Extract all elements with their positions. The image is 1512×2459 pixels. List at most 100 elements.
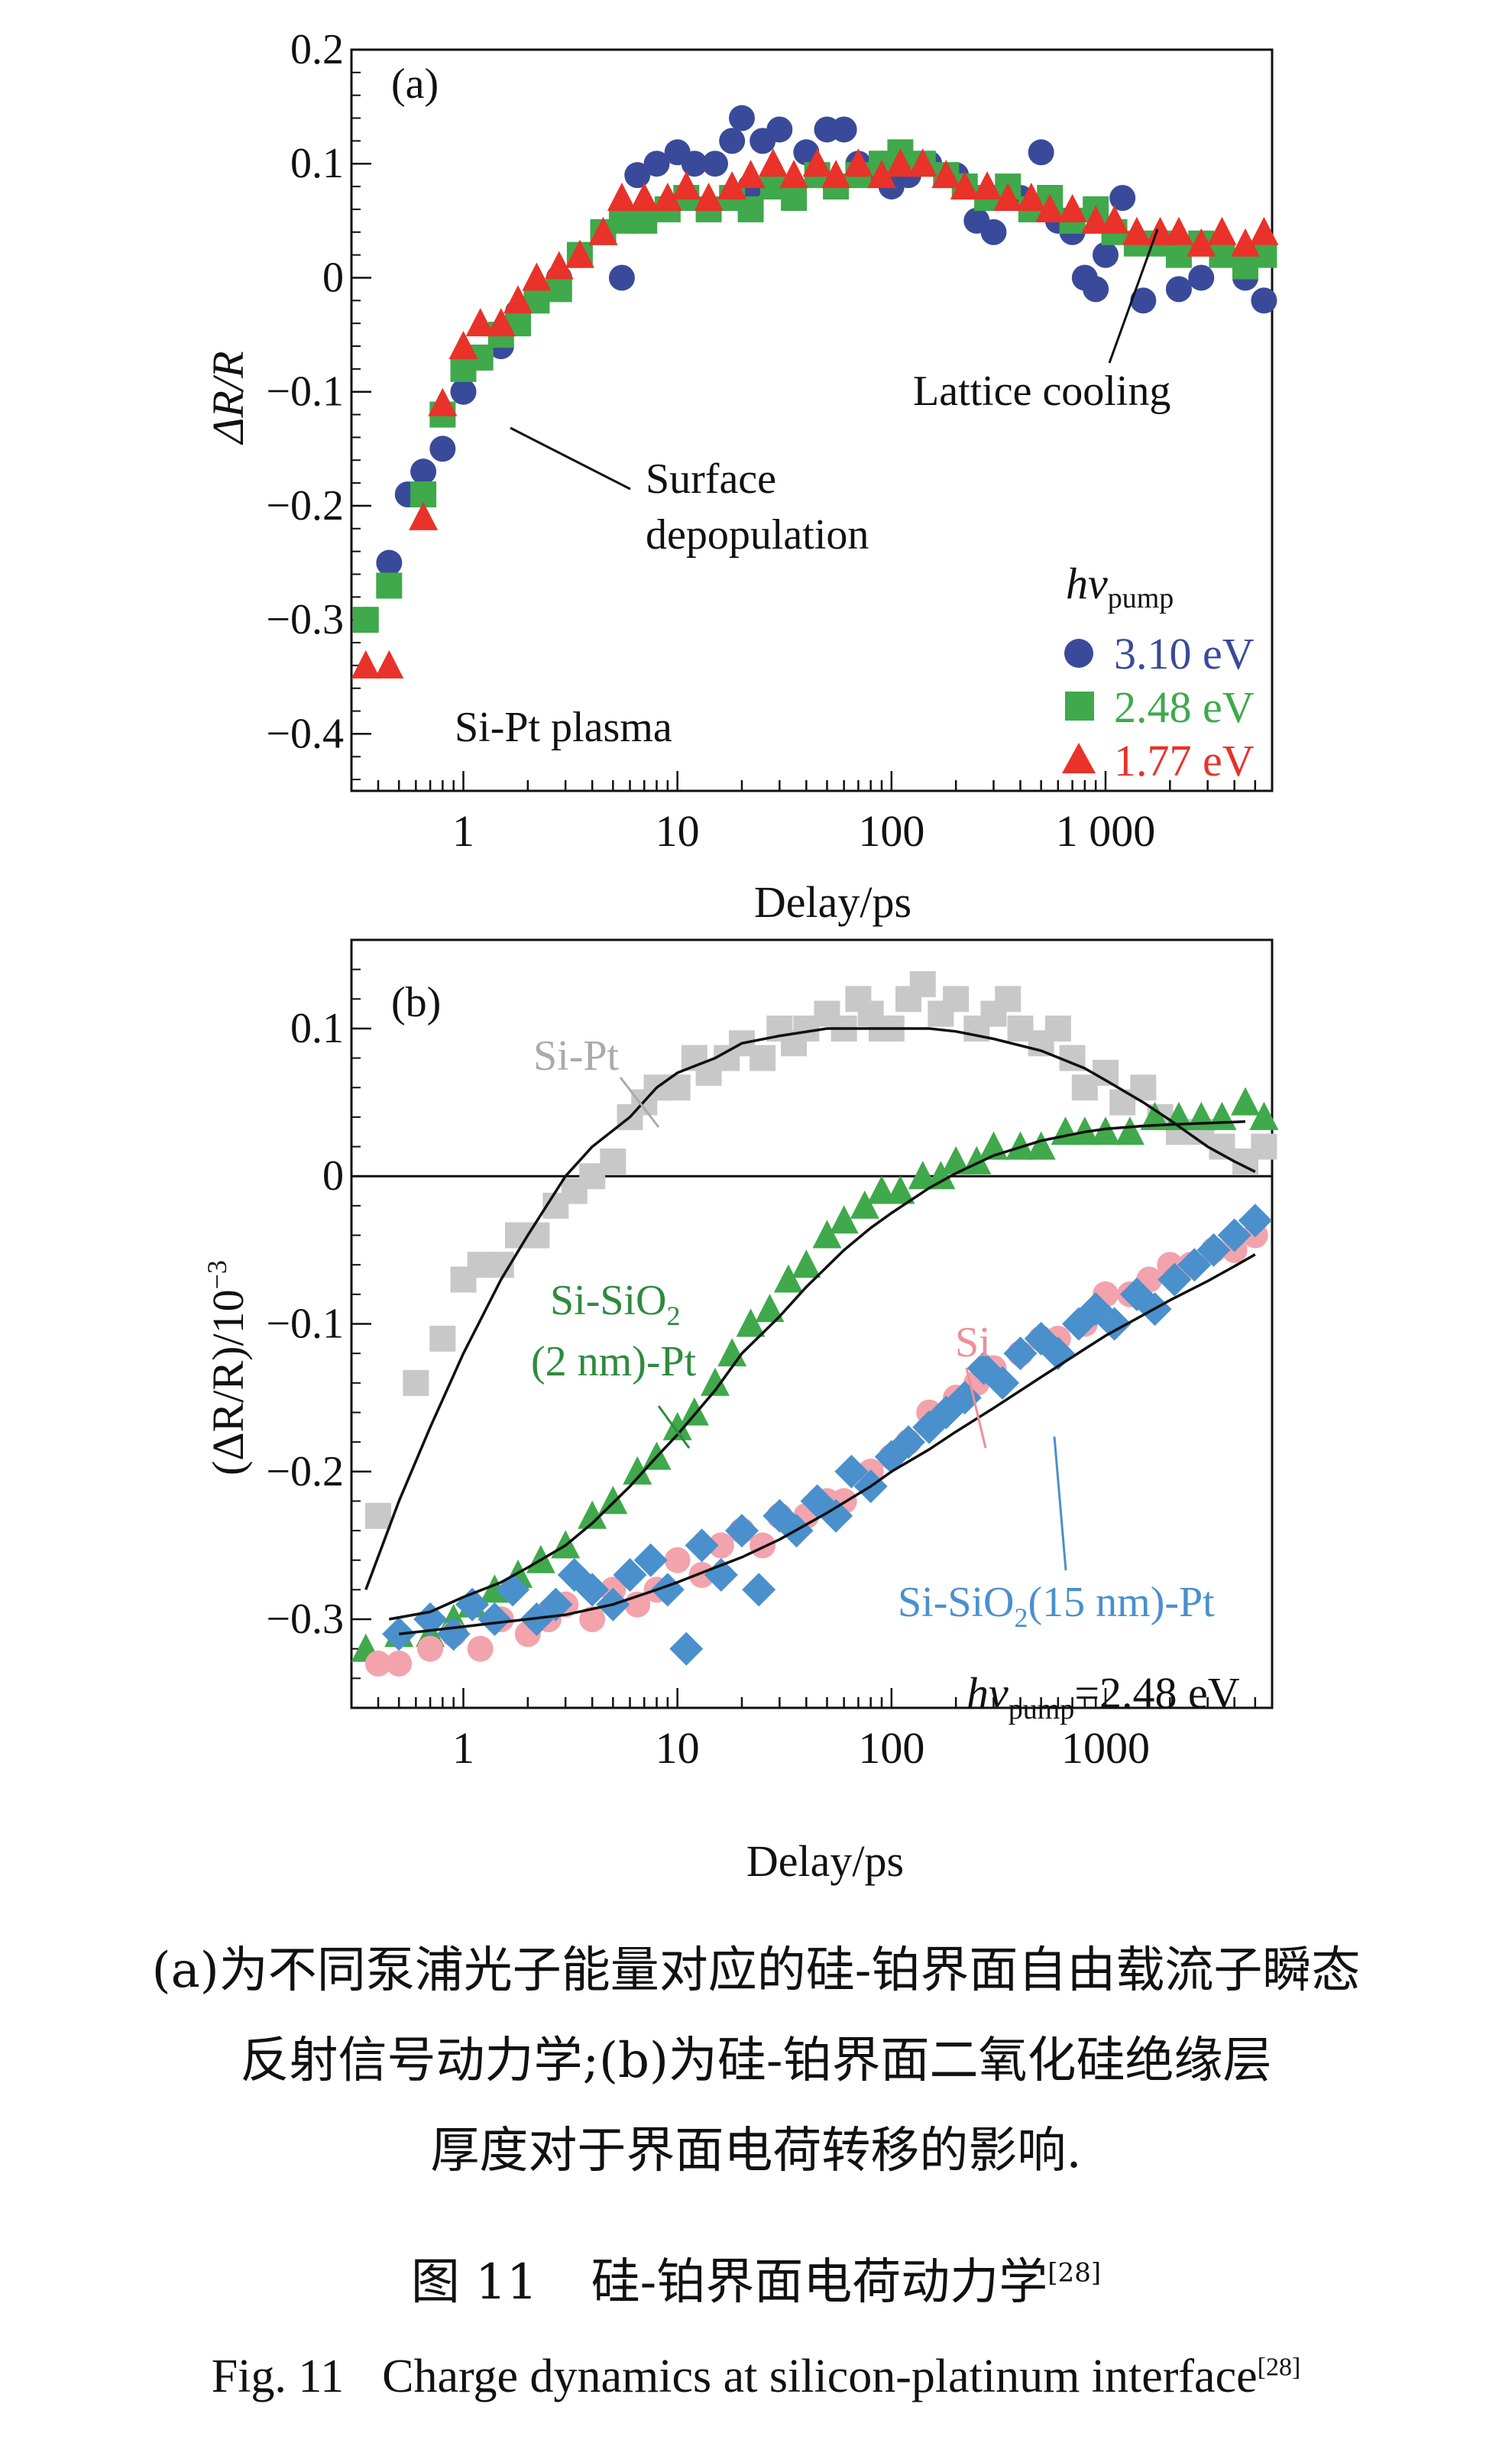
data-point-circle xyxy=(701,151,728,177)
y-tick-label: −0.2 xyxy=(266,482,344,530)
data-point-diamond xyxy=(742,1573,776,1607)
data-point-square xyxy=(943,986,970,1012)
data-point-triangle xyxy=(544,251,574,280)
legend-marker-1-77 xyxy=(1062,743,1096,773)
data-point-diamond xyxy=(892,1425,926,1460)
data-point-triangle xyxy=(802,148,832,177)
data-point-triangle xyxy=(1099,205,1129,234)
si-sio2-2nm-pointer-line xyxy=(657,1405,691,1449)
data-point-triangle xyxy=(1207,216,1237,245)
data-point-circle xyxy=(410,458,437,485)
data-point-triangle xyxy=(623,1456,652,1485)
data-point-triangle xyxy=(926,1161,956,1190)
data-point-circle xyxy=(664,1547,691,1573)
data-point-triangle xyxy=(1249,1101,1279,1130)
data-point-triangle xyxy=(867,1175,897,1204)
data-point-triangle xyxy=(1230,228,1260,257)
figure: 0.20.10−0.1−0.2−0.3−0.41 10 100 1 000 (a) D… xyxy=(202,26,1279,1886)
axes-a: 0.2 0.1 0 −0.1 −0.2 −0.3 −0.4 1 10 100 1 000 xyxy=(266,26,1274,856)
annotation-si-sio2-2nm: Si-SiO2 xyxy=(550,1277,681,1331)
data-point-triangle xyxy=(565,239,594,268)
y-tick-label: 0.1 xyxy=(290,140,344,187)
annotation-lattice-cooling: Lattice cooling xyxy=(913,368,1170,415)
figure-label-en: Fig. 11 xyxy=(211,2350,345,2402)
caption-line-1: (a)为不同泵浦光子能量对应的硅-铂界面自由载流子瞬态 xyxy=(151,1942,1361,1999)
data-point-circle xyxy=(1109,185,1136,211)
figure-ref-zh: [28] xyxy=(1047,2257,1102,2289)
data-point-circle xyxy=(643,151,670,177)
data-point-diamond xyxy=(633,1543,668,1577)
data-point-triangle xyxy=(850,1190,879,1219)
data-point-square xyxy=(1165,241,1192,268)
data-point-circle xyxy=(1092,241,1119,268)
x-tick-label: 10 xyxy=(656,1723,700,1773)
data-point-diamond xyxy=(1157,1262,1192,1297)
data-point-triangle xyxy=(1145,216,1175,245)
data-point-circle xyxy=(417,1635,444,1662)
data-point-diamond xyxy=(724,1514,759,1548)
data-point-diamond xyxy=(413,1602,448,1637)
figure-name-en: Charge dynamics at silicon-platinum inte… xyxy=(382,2350,1258,2402)
figure-label-zh: 图 11 xyxy=(410,2254,538,2311)
data-point-circle xyxy=(1251,287,1277,314)
data-point-diamond xyxy=(1196,1233,1231,1267)
data-point-square xyxy=(352,607,379,633)
data-point-triangle xyxy=(700,1367,730,1396)
data-point-triangle xyxy=(662,1411,692,1440)
data-point-square xyxy=(1092,1059,1119,1086)
data-point-triangle xyxy=(843,148,873,177)
data-marks-a xyxy=(351,105,1279,679)
data-point-triangle xyxy=(1249,216,1279,245)
y-tick-label: −0.3 xyxy=(266,1596,344,1643)
plot-frame-a xyxy=(350,48,1274,792)
data-point-triangle xyxy=(1035,193,1065,222)
data-point-triangle xyxy=(736,160,766,189)
data-point-triangle xyxy=(973,171,1002,200)
data-point-triangle xyxy=(773,1264,803,1293)
data-point-square xyxy=(1251,1133,1277,1160)
data-point-triangle xyxy=(1230,1087,1260,1116)
y-tick-label: −0.1 xyxy=(266,1301,344,1348)
data-point-triangle xyxy=(886,1175,915,1204)
annotation-surface: Surface xyxy=(646,455,776,503)
data-point-triangle xyxy=(374,650,404,679)
data-point-square xyxy=(376,572,403,599)
data-point-circle xyxy=(579,1606,606,1633)
data-point-triangle xyxy=(598,1485,628,1515)
data-point-triangle xyxy=(1005,1131,1035,1160)
data-point-triangle xyxy=(717,1338,747,1367)
annotation-depopulation: depopulation xyxy=(646,511,869,559)
data-point-triangle xyxy=(578,1500,607,1529)
fit-curve xyxy=(388,1119,1246,1621)
data-point-circle xyxy=(1130,287,1157,314)
data-point-circle xyxy=(450,378,477,405)
data-point-circle xyxy=(608,264,635,291)
legend-title-sub: pump xyxy=(1108,582,1174,614)
data-point-triangle xyxy=(908,148,937,177)
si-sio2-15nm-pointer-line xyxy=(1053,1436,1067,1571)
si-pt-pointer-line xyxy=(619,1077,660,1128)
data-point-triangle xyxy=(717,171,747,200)
data-point-triangle xyxy=(867,160,897,189)
y-tick-label: −0.1 xyxy=(266,368,344,416)
data-point-triangle xyxy=(736,1308,766,1337)
data-point-circle xyxy=(386,1651,413,1677)
data-point-circle xyxy=(719,128,746,154)
data-point-square xyxy=(631,207,658,234)
data-point-circle xyxy=(467,1635,494,1662)
annotation-hv-pump: hvpump=2.48 eV xyxy=(966,1668,1240,1725)
data-point-circle xyxy=(688,1562,715,1589)
data-point-circle xyxy=(728,105,755,131)
y-tick-label: 0.2 xyxy=(290,26,344,73)
axes-b: 0.1 0 −0.1 −0.2 −0.3 1 10 100 1000 xyxy=(266,939,1274,1773)
caption-line-2: 反射信号动力学;(b)为硅-铂界面二氧化硅绝缘层 xyxy=(240,2033,1272,2089)
legend-marker-2-48 xyxy=(1065,692,1094,721)
data-point-triangle xyxy=(941,1145,971,1174)
legend-label-3-10: 3.10 eV xyxy=(1114,629,1255,679)
figure-title-zh: 图 11 硅-铂界面电荷动力学[28] xyxy=(0,2243,1512,2313)
caption-description: (a)为不同泵浦光子能量对应的硅-铂界面自由载流子瞬态 反射信号动力学;(b)为… xyxy=(0,1926,1512,2196)
data-point-triangle xyxy=(1057,193,1087,222)
data-point-diamond xyxy=(762,1498,797,1533)
data-point-triangle xyxy=(755,1294,785,1323)
figure-title-en: Fig. 11 Charge dynamics at silicon-platin… xyxy=(0,2350,1512,2404)
